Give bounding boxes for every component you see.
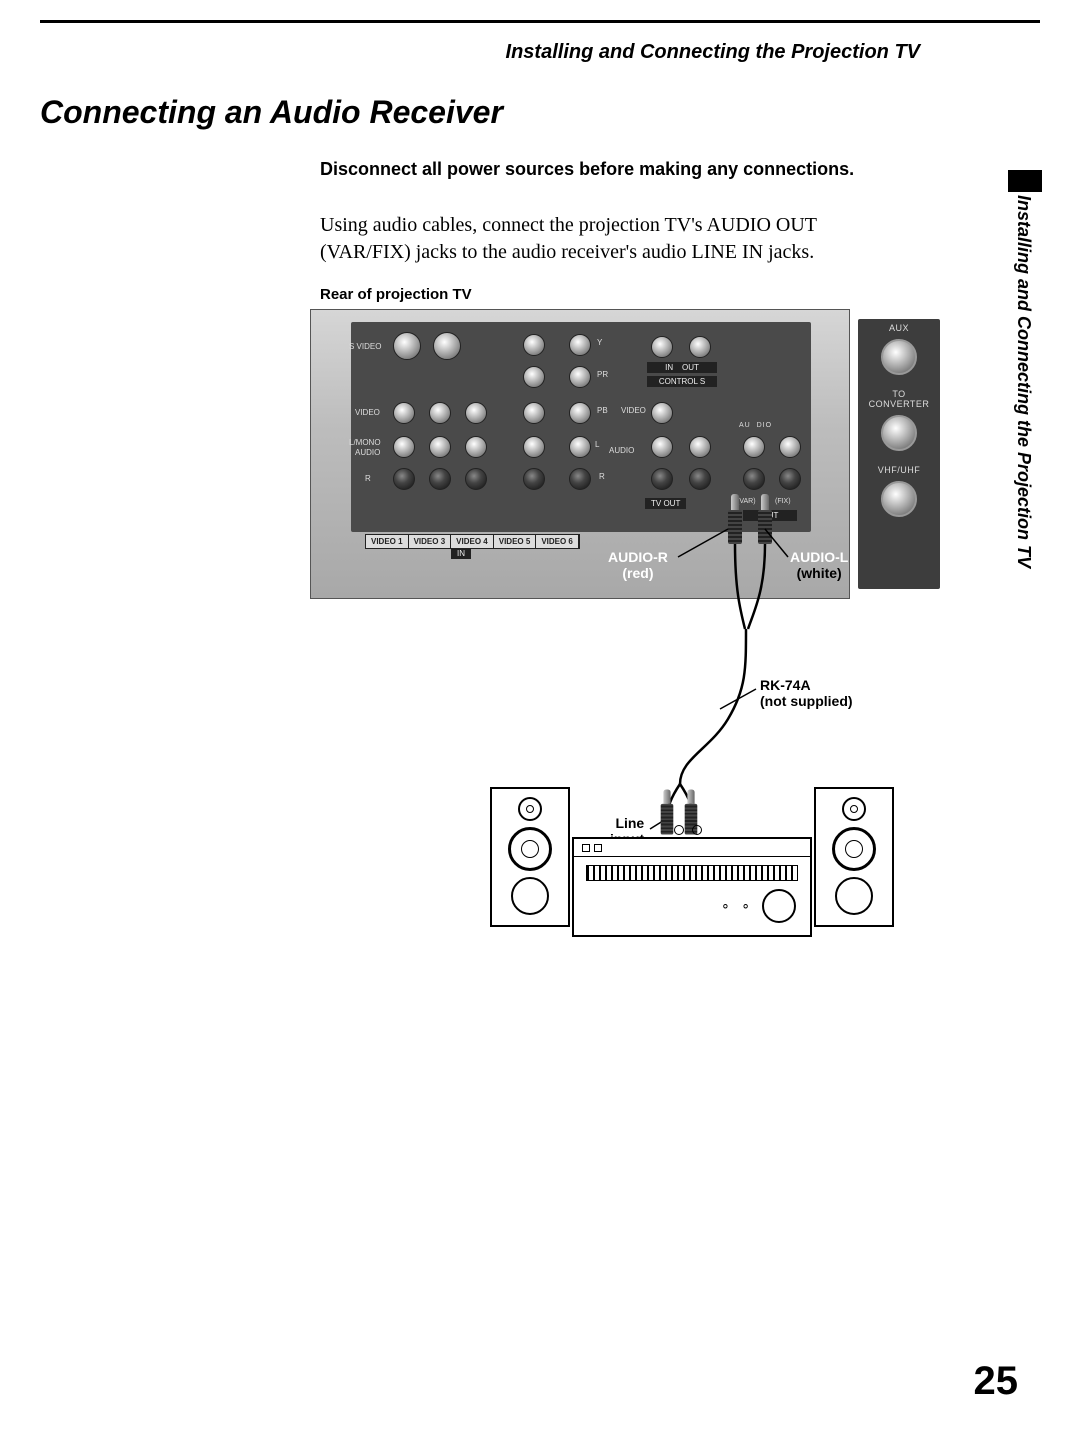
speaker-left (490, 787, 570, 927)
warning-text: Disconnect all power sources before maki… (320, 159, 890, 180)
callout-cable-label: RK-74A (760, 677, 811, 693)
top-rule (40, 20, 1040, 23)
callout-cable: RK-74A (not supplied) (760, 677, 853, 709)
plug-recv-l (661, 790, 674, 835)
page-title: Connecting an Audio Receiver (40, 94, 1040, 131)
receiver: ∘ ∘ (572, 837, 812, 937)
content-column: Disconnect all power sources before maki… (320, 159, 890, 949)
speaker-right (814, 787, 894, 927)
running-header: Installing and Connecting the Projection… (40, 41, 920, 64)
side-tab-marker (1008, 170, 1042, 192)
connection-diagram: S VIDEO Y PR IN OUT CONTROL S (310, 309, 950, 949)
side-tab: Installing and Connecting the Projection… (1013, 195, 1034, 568)
page-number: 25 (974, 1359, 1019, 1404)
callout-cable-sub: (not supplied) (760, 693, 853, 709)
body-text: Using audio cables, connect the projecti… (320, 212, 890, 266)
diagram-caption: Rear of projection TV (320, 286, 890, 303)
